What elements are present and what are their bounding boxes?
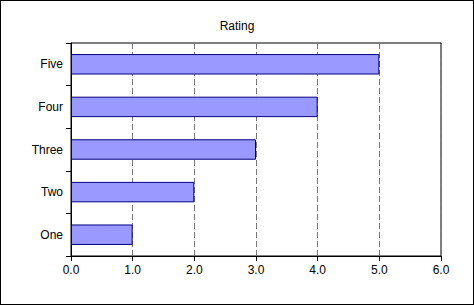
svg-text:0.0: 0.0	[63, 263, 80, 277]
svg-text:Five: Five	[40, 57, 63, 71]
svg-text:6.0: 6.0	[433, 263, 450, 277]
svg-text:Four: Four	[38, 100, 63, 114]
svg-text:3.0: 3.0	[248, 263, 265, 277]
svg-text:2.0: 2.0	[186, 263, 203, 277]
svg-text:Rating: Rating	[220, 19, 255, 33]
svg-text:Three: Three	[32, 143, 64, 157]
svg-text:One: One	[40, 228, 63, 242]
svg-text:5.0: 5.0	[371, 263, 388, 277]
svg-text:4.0: 4.0	[309, 263, 326, 277]
svg-text:1.0: 1.0	[124, 263, 141, 277]
svg-text:Two: Two	[41, 185, 63, 199]
